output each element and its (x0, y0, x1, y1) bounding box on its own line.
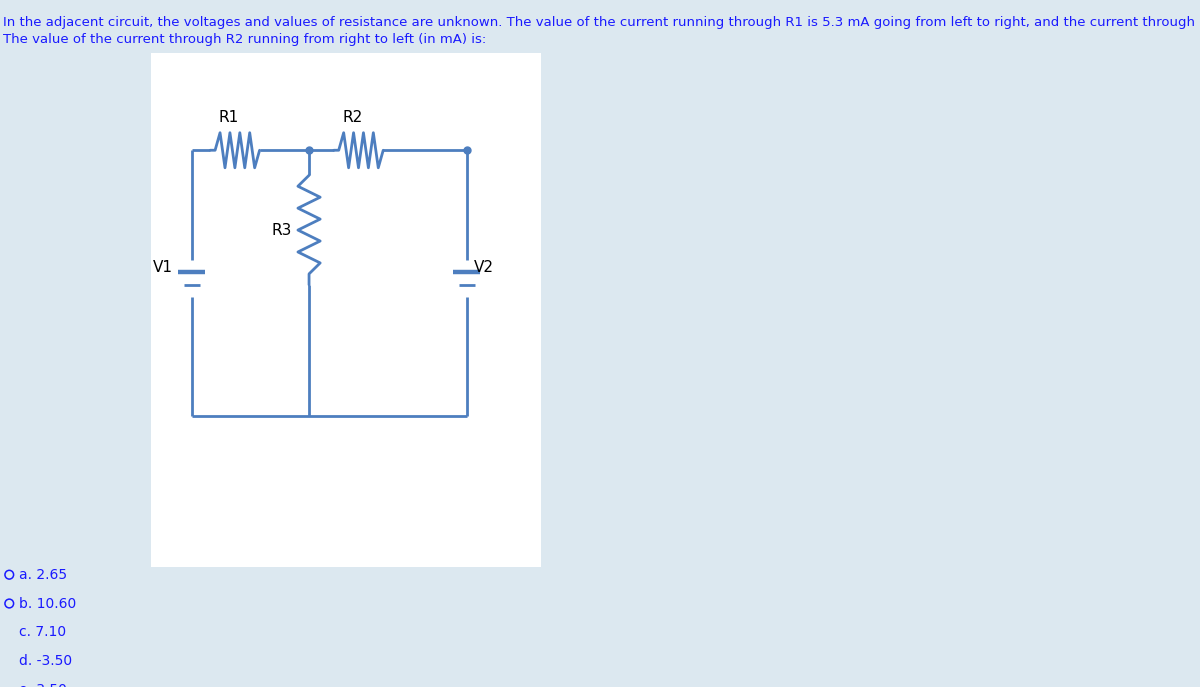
Text: V2: V2 (474, 260, 494, 275)
Text: d. -3.50: d. -3.50 (19, 654, 72, 668)
FancyBboxPatch shape (151, 53, 541, 567)
Text: R3: R3 (271, 223, 292, 238)
Text: e. 3.50: e. 3.50 (19, 683, 67, 687)
Text: R1: R1 (218, 110, 239, 125)
Text: b. 10.60: b. 10.60 (19, 596, 77, 611)
Text: R2: R2 (342, 110, 362, 125)
Text: V1: V1 (154, 260, 173, 275)
Text: In the adjacent circuit, the voltages and values of resistance are unknown. The : In the adjacent circuit, the voltages an… (4, 16, 1200, 45)
Text: c. 7.10: c. 7.10 (19, 625, 66, 640)
Text: a. 2.65: a. 2.65 (19, 567, 67, 582)
